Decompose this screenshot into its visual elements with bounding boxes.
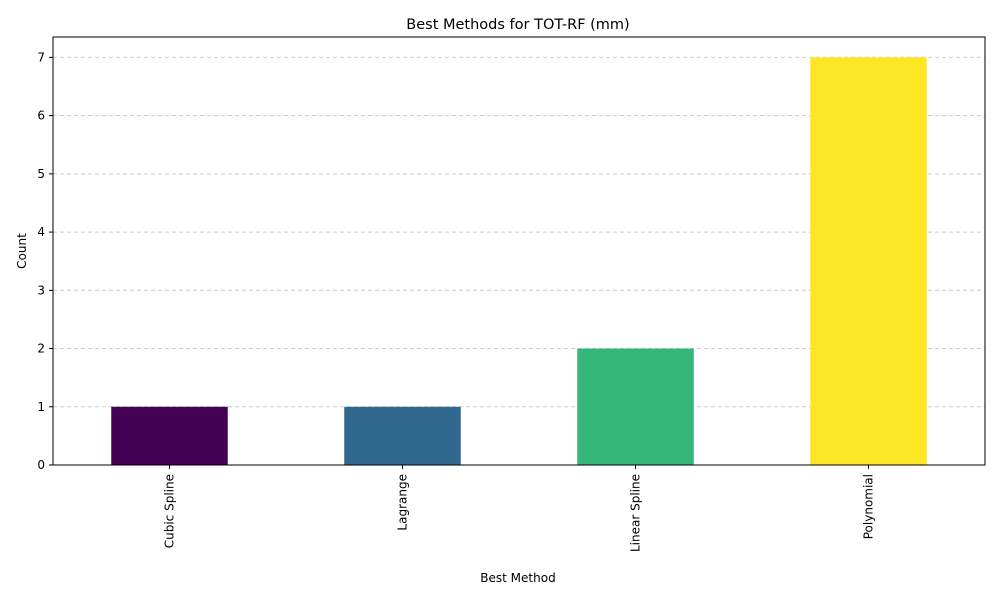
- bar-linear-spline: [577, 348, 694, 465]
- y-axis: 0 1 2 3 4 5 6 7: [37, 50, 53, 472]
- x-axis-label: Best Method: [480, 571, 555, 585]
- x-tick-label: Lagrange: [396, 474, 410, 531]
- y-tick-label: 2: [37, 342, 45, 356]
- y-tick-label: 5: [37, 167, 45, 181]
- x-tick-label: Cubic Spline: [163, 474, 177, 548]
- y-tick-label: 3: [37, 283, 45, 297]
- bar-polynomial: [810, 57, 927, 465]
- plot-frame: [52, 36, 986, 466]
- x-tick-label: Polynomial: [862, 474, 876, 539]
- bar-lagrange: [344, 406, 461, 465]
- x-tick-label: Linear Spline: [629, 474, 643, 552]
- grid-lines: [53, 56, 985, 408]
- y-tick-label: 7: [37, 50, 45, 64]
- y-tick-label: 4: [37, 225, 45, 239]
- y-tick-label: 0: [37, 458, 45, 472]
- bars: [111, 57, 927, 465]
- bar-cubic-spline: [111, 406, 228, 465]
- y-axis-label: Count: [15, 233, 29, 269]
- y-tick-label: 1: [37, 400, 45, 414]
- x-axis: Cubic Spline Lagrange Linear Spline Polynom…: [163, 465, 876, 552]
- chart-title: Best Methods for TOT-RF (mm): [406, 17, 629, 33]
- y-tick-label: 6: [37, 109, 45, 123]
